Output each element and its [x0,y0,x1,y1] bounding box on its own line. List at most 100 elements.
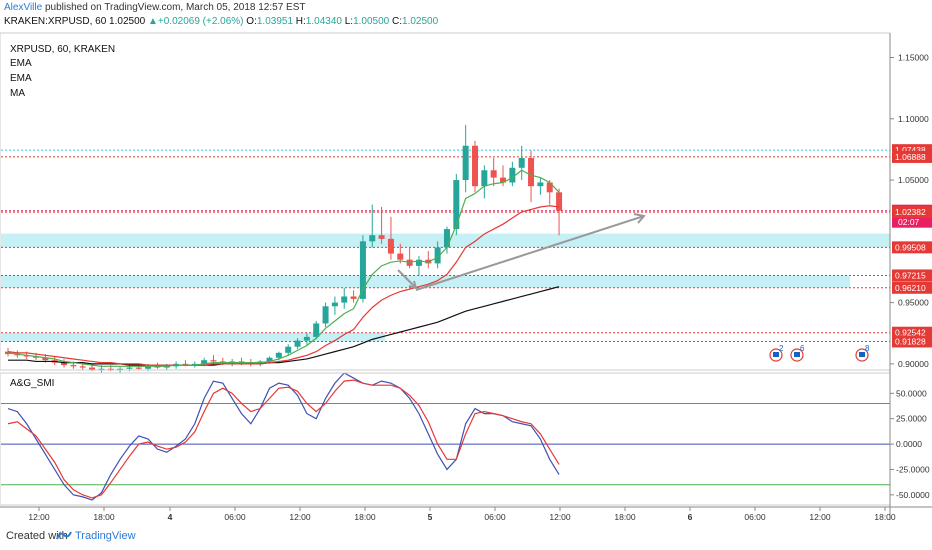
candle-body[interactable] [145,366,152,369]
symbol-header: KRAKEN:XRPUSD, 60 1.02500 ▲+0.02069 (+2.… [4,15,438,28]
time-tick-label: 12:00 [28,512,50,522]
smi-signal-line[interactable] [7,379,560,499]
price-tag[interactable] [892,269,932,282]
open-value: 1.03951 [256,16,294,27]
tradingview-logo-icon [56,531,72,540]
candle-body[interactable] [33,356,40,358]
author-link[interactable]: AlexVille [4,2,43,13]
event-flag-icon[interactable]: 6 [790,344,805,362]
legend-title[interactable]: XRPUSD, 60, KRAKEN [10,44,116,55]
tradingview-brand[interactable]: TradingView [75,530,136,542]
price-tag-label: 0.91828 [895,336,926,346]
legend-ema-2[interactable]: EMA [10,73,32,84]
candle-body[interactable] [453,180,460,230]
candle-body[interactable] [247,362,254,364]
candle-body[interactable] [397,253,404,260]
flag-icon [773,352,779,357]
ma-line[interactable] [8,286,560,366]
candle-body[interactable] [415,259,422,266]
candle-body[interactable] [238,361,245,363]
candle-body[interactable] [275,352,282,358]
legend-ema-1[interactable]: EMA [10,58,32,69]
candle-body[interactable] [443,229,450,248]
candle-body[interactable] [117,368,124,370]
candle-body[interactable] [462,145,469,181]
axes: 1.15000 1.10000 1.05000 0.95000 0.90000 1.074… [0,32,932,520]
candle-body[interactable] [79,366,86,368]
price-tag[interactable] [892,241,932,254]
candle-body[interactable] [313,323,320,337]
candle-body[interactable] [201,360,208,364]
candle-body[interactable] [42,357,49,361]
candle-body[interactable] [126,367,133,369]
candle-body[interactable] [191,363,198,366]
candle-body[interactable] [341,296,348,303]
support-zone[interactable] [1,332,385,342]
candle-body[interactable] [331,302,338,307]
smi-main-line[interactable] [7,372,560,501]
candle-body[interactable] [369,235,376,242]
price-tag[interactable] [892,335,932,348]
candle-body[interactable] [98,368,105,370]
candle-body[interactable] [266,357,273,362]
arrowhead-icon [633,213,646,224]
time-tick-label: 6 [688,512,693,522]
event-flag-icon[interactable]: 2 [769,344,784,362]
low-value: 1.00500 [353,16,390,27]
candle-body[interactable] [378,235,385,239]
candle-body[interactable] [229,361,236,363]
candle-body[interactable] [481,170,488,187]
support-zone[interactable] [1,275,850,288]
candle-body[interactable] [294,340,301,347]
price-tag[interactable] [892,150,932,163]
low-label: L: [344,16,354,27]
candle-body[interactable] [528,157,535,187]
candle-body[interactable] [322,306,329,324]
candle-body[interactable] [537,182,544,187]
candle-body[interactable] [107,368,114,370]
time-axis[interactable]: 12:00 18:00 4 06:00 12:00 18:00 5 06:00 12:00 18:… [28,507,896,522]
candle-body[interactable] [387,238,394,254]
candle-body[interactable] [163,366,170,368]
candle-body[interactable] [490,170,497,178]
candle-body[interactable] [210,360,217,362]
candle-body[interactable] [556,192,563,211]
candle-body[interactable] [509,167,516,183]
candle-body[interactable] [61,362,68,366]
price-tag[interactable] [892,206,932,219]
time-tick-label: 5 [428,512,433,522]
price-tick-label: 1.05000 [898,175,929,185]
legend-smi[interactable]: A&G_SMI [10,378,55,389]
price-tag-label: 0.97215 [895,270,926,280]
candle-body[interactable] [285,346,292,353]
price-tag[interactable] [892,281,932,294]
event-flag-icon[interactable]: 8 [855,344,870,362]
candle-body[interactable] [518,157,525,168]
candle-body[interactable] [434,247,441,264]
ema-slow-line[interactable] [7,205,560,366]
open-label: O: [246,16,257,27]
candle-body[interactable] [14,354,21,356]
drawn-trend-arrow[interactable] [415,215,645,291]
candle-body[interactable] [546,182,553,193]
legend-ma[interactable]: MA [10,88,25,99]
candle-body[interactable] [219,361,226,363]
candle-body[interactable] [472,145,478,187]
candle-body[interactable] [135,367,142,369]
price-tag-label: 1.07438 [895,145,926,155]
candle-body[interactable] [154,366,161,368]
candle-body[interactable] [89,367,96,370]
main-price-pane[interactable]: 2 6 8 [1,124,890,373]
candle-body[interactable] [406,259,413,266]
smi-oscillator-pane[interactable] [1,372,890,501]
drawn-arrow-down[interactable] [397,269,417,289]
candle-body[interactable] [500,177,507,183]
candle-body[interactable] [182,363,189,366]
candle-body[interactable] [303,336,310,341]
candle-body[interactable] [23,355,30,357]
candle-body[interactable] [359,241,366,299]
candle-body[interactable] [70,365,77,367]
ema-fast-line[interactable] [7,169,560,367]
candle-body[interactable] [350,296,357,299]
price-tag-label: 1.06888 [895,152,926,162]
